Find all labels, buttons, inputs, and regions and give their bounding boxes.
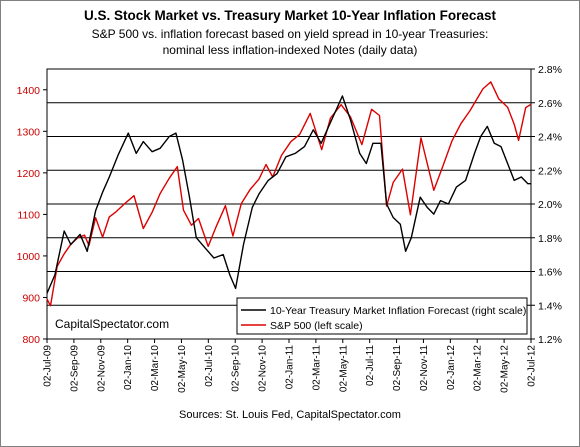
legend-box — [236, 297, 528, 335]
right-axis-ticks: 1.2% 1.4% 1.6% 1.8% 2.0% 2.2% 2.4% 2.6% 2.8% — [531, 64, 562, 346]
x-tick-label-17: 02-May-12 — [500, 345, 511, 393]
x-tick-label-10: 02-Mar-11 — [311, 345, 322, 391]
legend: 10-Year Treasury Market Inflation Foreca… — [236, 297, 528, 335]
left-tick-label-4: 1200 — [17, 168, 41, 180]
chart-subtitle-line-2: nominal less inflation-indexed Notes (da… — [163, 43, 418, 57]
x-tick-label-18: 02-Jul-12 — [527, 345, 538, 387]
legend-label-inflation-forecast: 10-Year Treasury Market Inflation Foreca… — [270, 305, 526, 317]
chart-title: U.S. Stock Market vs. Treasury Market 10… — [84, 8, 496, 23]
x-tick-label-5: 02-May-10 — [177, 345, 188, 393]
right-tick-label-8: 2.8% — [538, 64, 562, 76]
x-tick-label-1: 02-Sep-09 — [69, 345, 80, 392]
x-tick-label-11: 02-May-11 — [338, 345, 349, 392]
x-tick-label-7: 02-Sep-10 — [231, 345, 242, 392]
chart-source: Sources: St. Louis Fed, CapitalSpectator… — [179, 409, 401, 421]
series-line-sp500 — [46, 81, 532, 307]
left-tick-label-5: 1300 — [17, 126, 41, 138]
x-tick-label-9: 02-Jan-11 — [285, 345, 296, 390]
x-tick-label-3: 02-Jan-10 — [123, 345, 134, 390]
left-axis-ticks: 800 900 1000 1100 1200 1300 1400 — [17, 85, 47, 346]
x-tick-label-6: 02-Jul-10 — [204, 345, 215, 387]
chart-subtitle-line-1: S&P 500 vs. inflation forecast based on … — [92, 27, 489, 41]
right-tick-label-6: 2.4% — [538, 132, 562, 144]
left-tick-label-1: 900 — [22, 292, 40, 304]
x-tick-label-13: 02-Sep-11 — [392, 345, 403, 391]
left-tick-label-0: 800 — [22, 334, 40, 346]
right-tick-label-4: 2.0% — [538, 199, 562, 211]
right-tick-label-2: 1.6% — [538, 267, 562, 279]
series-line-inflation-forecast — [46, 95, 531, 294]
x-tick-label-14: 02-Nov-11 — [419, 345, 430, 391]
right-tick-label-7: 2.6% — [538, 98, 562, 110]
x-tick-label-4: 02-Mar-10 — [150, 345, 161, 392]
left-tick-label-2: 1000 — [17, 251, 41, 263]
legend-label-sp500: S&P 500 (left scale) — [270, 320, 363, 332]
gridlines — [47, 102, 531, 306]
x-tick-label-12: 02-Jul-11 — [365, 345, 376, 386]
left-tick-label-3: 1100 — [17, 209, 40, 221]
chart-watermark: CapitalSpectator.com — [55, 317, 169, 331]
x-tick-label-2: 02-Nov-09 — [96, 345, 107, 392]
x-tick-label-0: 02-Jul-09 — [43, 345, 54, 387]
right-tick-label-1: 1.4% — [538, 300, 562, 312]
right-tick-label-5: 2.2% — [538, 165, 562, 177]
x-tick-label-15: 02-Jan-12 — [446, 345, 457, 390]
right-tick-label-0: 1.2% — [538, 334, 562, 346]
left-tick-label-6: 1400 — [17, 85, 41, 97]
x-axis-ticks: 02-Jul-09 02-Sep-09 02-Nov-09 02-Jan-10 02-M… — [43, 339, 538, 393]
series-lines — [46, 81, 532, 307]
x-tick-label-8: 02-Nov-10 — [258, 345, 269, 392]
right-tick-label-3: 1.8% — [538, 233, 562, 245]
x-tick-label-16: 02-Mar-12 — [473, 345, 484, 392]
